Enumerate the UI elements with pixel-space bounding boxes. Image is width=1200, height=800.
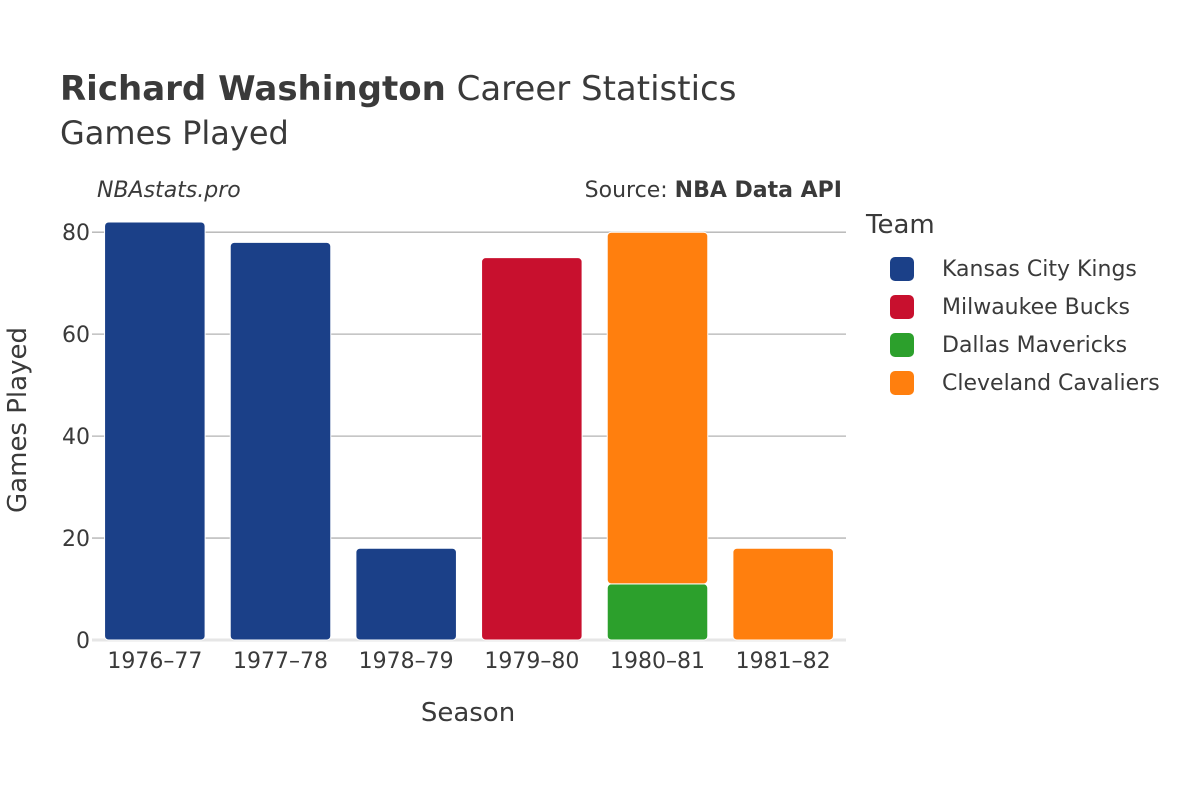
source-name: NBA Data API: [674, 178, 842, 203]
x-tick-label: 1981–82: [736, 649, 831, 674]
y-tick-label: 0: [76, 629, 90, 654]
legend-item: Dallas Mavericks: [866, 326, 1160, 364]
legend: Team Kansas City Kings Milwaukee Bucks Dal…: [866, 210, 1160, 402]
x-tick-labels: 1976–77 1977–78 1978–79 1979–80 1980–81 1981–…: [107, 649, 830, 674]
legend-item: Cleveland Cavaliers: [866, 364, 1160, 402]
legend-items: Kansas City Kings Milwaukee Bucks Dallas M…: [866, 250, 1160, 402]
brand-label: NBAstats.pro: [97, 178, 241, 203]
y-axis-label: Games Played: [3, 327, 33, 513]
legend-swatch: [890, 295, 914, 319]
chart-title: Richard Washington Career Statistics: [60, 68, 736, 110]
legend-swatch: [890, 333, 914, 357]
bar: [481, 257, 583, 641]
legend-label: Dallas Mavericks: [942, 332, 1128, 358]
y-tick-label: 20: [62, 527, 90, 552]
legend-title: Team: [866, 210, 935, 240]
bar: [606, 583, 709, 641]
y-tick-label: 60: [62, 323, 90, 348]
bar: [606, 231, 709, 585]
chart-subtitle: Games Played: [60, 114, 289, 152]
legend-label: Milwaukee Bucks: [942, 294, 1130, 320]
bar: [104, 221, 206, 641]
x-axis-label: Season: [421, 698, 515, 728]
legend-item: Kansas City Kings: [866, 250, 1160, 288]
y-tick-labels: 0 20 40 60 80: [62, 221, 90, 654]
x-tick-label: 1980–81: [610, 649, 705, 674]
title-player-name: Richard Washington: [60, 69, 446, 109]
x-tick-label: 1977–78: [233, 649, 328, 674]
y-tick-label: 80: [62, 221, 90, 246]
legend-item: Milwaukee Bucks: [866, 288, 1160, 326]
grid-lines: [92, 231, 846, 642]
bar: [732, 547, 834, 641]
bars: [104, 221, 834, 641]
legend-label: Cleveland Cavaliers: [942, 370, 1160, 396]
legend-swatch: [890, 257, 914, 281]
source-label: Source: NBA Data API: [585, 178, 842, 203]
x-tick-label: 1976–77: [107, 649, 202, 674]
legend-label: Kansas City Kings: [942, 256, 1137, 282]
x-tick-label: 1978–79: [359, 649, 454, 674]
x-tick-label: 1979–80: [484, 649, 579, 674]
y-tick-label: 40: [62, 425, 90, 450]
source-prefix: Source:: [584, 178, 668, 203]
legend-swatch: [890, 371, 914, 395]
bar: [229, 241, 332, 641]
bar: [355, 547, 457, 641]
title-rest: Career Statistics: [456, 69, 737, 109]
